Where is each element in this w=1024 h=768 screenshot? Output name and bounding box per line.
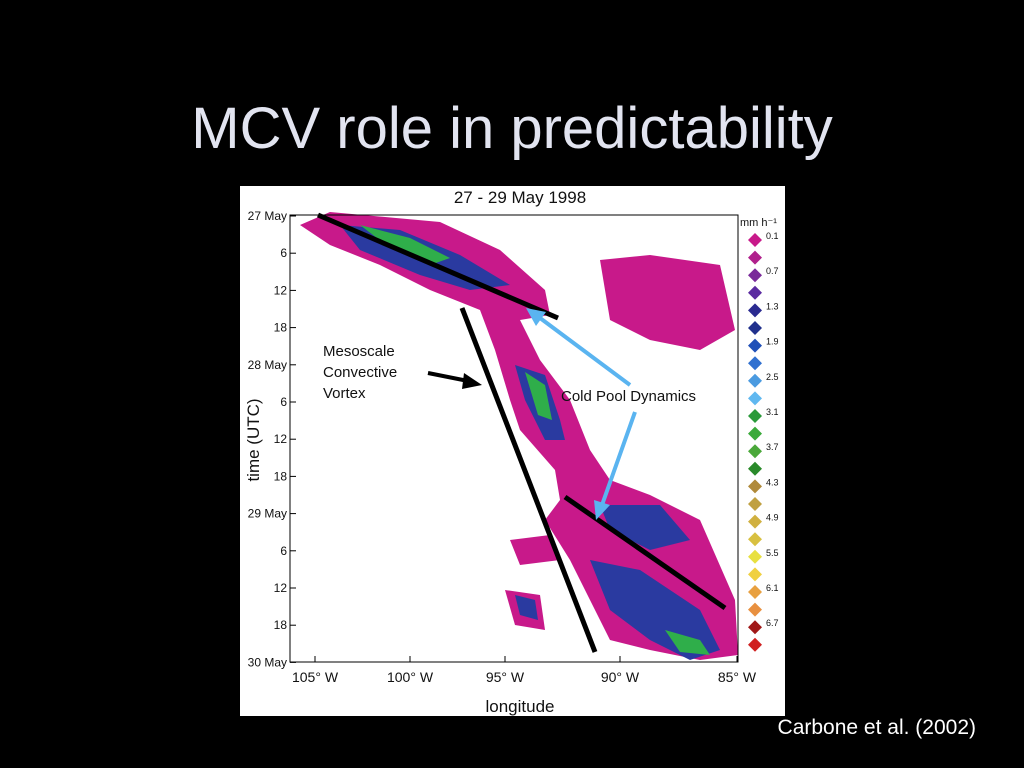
colorbar-label: 1.3 [766,301,779,311]
y-tick-label: 6 [280,395,287,409]
y-tick-label: 29 May [248,507,287,521]
y-tick-label: 18 [274,469,288,483]
colorbar-swatch [748,549,762,564]
x-tick-label: 85° W [718,669,757,685]
y-tick-label: 28 May [248,358,287,372]
colorbar-label: 0.7 [766,266,779,276]
y-tick-label: 12 [274,283,288,297]
colorbar-label: 4.3 [766,477,779,487]
colorbar-label: 3.7 [766,442,779,452]
figure-title: 27 - 29 May 1998 [454,188,586,207]
y-tick-label: 12 [274,581,288,595]
colorbar-swatch [748,637,762,652]
colorbar-swatch [748,426,762,441]
x-axis-label: longitude [485,697,554,716]
y-tick-label: 12 [274,432,288,446]
y-tick-label: 27 May [248,209,287,223]
trend-line [459,307,598,653]
colorbar-swatch [748,285,762,300]
colorbar-label: 6.1 [766,583,779,593]
colorbar-swatch [748,303,762,318]
colorbar-swatch [748,620,762,635]
y-tick-label: 18 [274,618,288,632]
arrow-head [526,308,546,326]
y-axis-label: time (UTC) [244,398,263,481]
y-tick-label: 30 May [248,655,287,669]
colorbar-label: 2.5 [766,372,779,382]
slide-title: MCV role in predictability [191,96,833,161]
citation: Carbone et al. (2002) [777,716,976,739]
colorbar-swatch [748,532,762,547]
arrow-head [462,373,482,389]
colorbar-swatch [748,514,762,529]
annotation: Vortex [323,385,366,402]
colorbar-label: 0.1 [766,231,779,241]
colorbar-swatch [748,585,762,599]
colorbar-swatch [748,567,762,582]
colorbar-swatch [748,338,762,353]
y-tick-label: 18 [274,321,288,335]
colorbar-swatch [748,321,762,335]
x-tick-label: 95° W [486,669,525,685]
colorbar-unit: mm h⁻¹ [740,217,777,229]
colorbar-label: 3.1 [766,407,779,417]
annotation: Mesoscale [323,343,395,360]
arrow [427,371,469,383]
arrows [427,308,637,520]
colorbar-label: 6.7 [766,618,779,628]
colorbar-label: 5.5 [766,548,779,558]
colorbar-swatch [748,391,762,406]
colorbar-swatch [748,461,762,476]
colorbar-swatch [748,268,762,283]
colorbar-label: 4.9 [766,513,779,523]
trend-line [563,494,727,611]
x-tick-label: 105° W [292,669,339,685]
x-tick-label: 90° W [601,669,640,685]
colorbar-swatch [748,602,762,617]
x-tick-label: 100° W [387,669,434,685]
colorbar-label: 1.9 [766,337,779,347]
y-tick-label: 6 [280,246,287,260]
annotation: Cold Pool Dynamics [561,388,696,405]
colorbar-swatch [748,233,762,247]
plot-frame [289,214,739,663]
annotation: Convective [323,364,397,381]
arrow [600,411,637,506]
colorbar-swatch [748,497,762,511]
colorbar-swatch [748,356,762,371]
colorbar-swatch [748,373,762,388]
arrow-head [594,500,610,520]
arrow [538,316,632,387]
y-tick-label: 6 [280,544,287,558]
colorbar-swatch [748,479,762,494]
trend-lines [317,212,727,653]
trend-line [317,212,559,321]
colorbar-swatch [748,444,762,459]
colorbar-swatch [748,409,762,423]
colorbar-swatch [748,250,762,265]
